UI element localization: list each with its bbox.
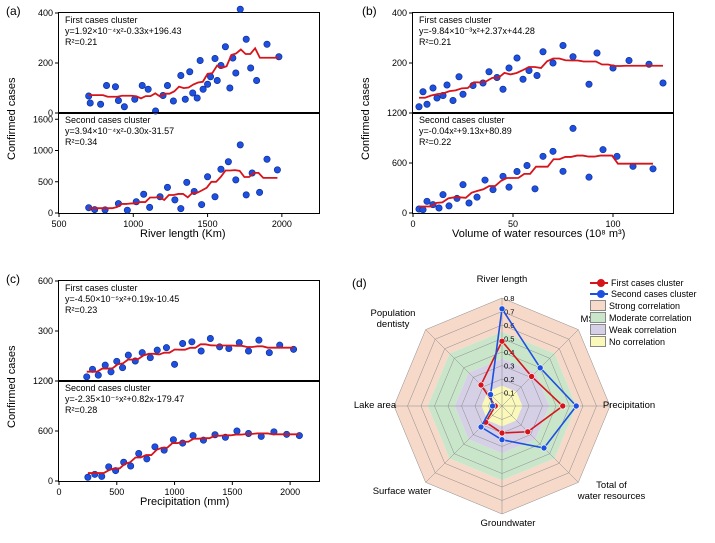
radar-label-3: Total ofwater resources: [564, 480, 659, 502]
radar-label-0: River length: [462, 274, 542, 285]
radar-label-6: Lake area: [346, 400, 404, 411]
panel-a-label: (a): [6, 4, 21, 18]
a-bot-eq: y=3.94×10⁻⁴x²-0.30x-31.57: [65, 126, 174, 137]
svg-text:600: 600: [38, 276, 53, 286]
svg-text:200: 200: [392, 58, 407, 68]
svg-text:2000: 2000: [272, 219, 292, 229]
svg-text:1200: 1200: [33, 376, 53, 386]
svg-text:0: 0: [410, 219, 415, 229]
svg-text:400: 400: [392, 8, 407, 18]
a-xlabel: River length (Km): [140, 228, 226, 240]
radar-label-2: Precipitation: [594, 400, 664, 411]
svg-text:600: 600: [392, 158, 407, 168]
panel-c-bottom: 060012000500100015002000 Second cases cl…: [58, 380, 320, 482]
c-xlabel: Precipitation (mm): [140, 496, 229, 508]
b-top-r2: R²=0.21: [419, 37, 535, 48]
svg-text:400: 400: [38, 8, 53, 18]
panel-b-bottom: 06001200050100 Second cases cluster y=-0…: [412, 112, 674, 214]
c-top-title: First cases cluster: [65, 283, 179, 294]
b-xlabel: Volume of water resources (10⁸ m³): [452, 228, 625, 240]
svg-text:0.3: 0.3: [504, 362, 514, 371]
a-top-r2: R²=0.21: [65, 37, 181, 48]
a-top-title: First cases cluster: [65, 15, 181, 26]
c-bot-eq: y=-2.35×10⁻⁵x²+0.82x-179.47: [65, 394, 184, 405]
c-top-r2: R²=0.23: [65, 305, 179, 316]
svg-text:0.5: 0.5: [504, 335, 514, 344]
panel-a-bottom: 050010001600500100015002000 Second cases…: [58, 112, 320, 214]
radar-label-4: Groundwater: [468, 518, 548, 529]
svg-text:0: 0: [48, 476, 53, 486]
c-bot-title: Second cases cluster: [65, 383, 184, 394]
legend-none: No correlation: [590, 336, 697, 347]
b-top-eq: y=-9.84×10⁻³x²+2.37x+44.28: [419, 26, 535, 37]
panel-b-top: 0200400 First cases cluster y=-9.84×10⁻³…: [412, 12, 674, 114]
a-ylabel: Confirmed cases: [6, 77, 18, 160]
svg-text:500: 500: [109, 487, 124, 497]
radar-label-7: Populationdentisty: [360, 308, 426, 330]
panel-c-label: (c): [6, 272, 20, 286]
svg-text:2000: 2000: [280, 487, 300, 497]
panel-c-top: 0300600 First cases cluster y=-4.50×10⁻⁵…: [58, 280, 320, 382]
legend-weak: Weak correlation: [590, 324, 697, 335]
b-bot-eq: y=-0.04x²+9.13x+80.89: [419, 126, 512, 137]
b-top-title: First cases cluster: [419, 15, 535, 26]
svg-text:0.1: 0.1: [504, 389, 514, 398]
radar-legend: First cases cluster Second cases cluster…: [590, 278, 697, 348]
a-top-eq: y=1.92×10⁻⁴x²-0.33x+196.43: [65, 26, 181, 37]
legend-second-cluster: Second cases cluster: [590, 289, 697, 299]
panel-d-container: 0.10.20.30.40.50.60.70.8 River length MS…: [352, 278, 712, 540]
svg-text:0: 0: [48, 208, 53, 218]
a-bot-title: Second cases cluster: [65, 115, 174, 126]
radar-label-5: Surface water: [362, 486, 442, 497]
svg-text:1200: 1200: [387, 108, 407, 118]
svg-text:1000: 1000: [33, 146, 53, 156]
svg-text:500: 500: [51, 219, 66, 229]
b-bot-title: Second cases cluster: [419, 115, 512, 126]
legend-strong: Strong correlation: [590, 300, 697, 311]
svg-text:500: 500: [38, 177, 53, 187]
svg-text:1600: 1600: [33, 114, 53, 124]
svg-text:0: 0: [56, 487, 61, 497]
a-bot-r2: R²=0.34: [65, 137, 174, 148]
c-bot-r2: R²=0.28: [65, 405, 184, 416]
svg-text:0.8: 0.8: [504, 294, 514, 303]
svg-text:600: 600: [38, 426, 53, 436]
panel-b-label: (b): [362, 4, 377, 18]
c-top-eq: y=-4.50×10⁻⁵x²+0.19x-10.45: [65, 294, 179, 305]
svg-text:300: 300: [38, 326, 53, 336]
c-ylabel: Confirmed cases: [6, 345, 18, 428]
legend-first-cluster: First cases cluster: [590, 278, 697, 288]
panel-a-top: 0200400 First cases cluster y=1.92×10⁻⁴x…: [58, 12, 320, 114]
svg-text:0: 0: [402, 208, 407, 218]
svg-text:0.2: 0.2: [504, 375, 514, 384]
svg-text:200: 200: [38, 58, 53, 68]
b-bot-r2: R²=0.22: [419, 137, 512, 148]
b-ylabel: Confirmed cases: [360, 77, 372, 160]
legend-moderate: Moderate correlation: [590, 312, 697, 323]
